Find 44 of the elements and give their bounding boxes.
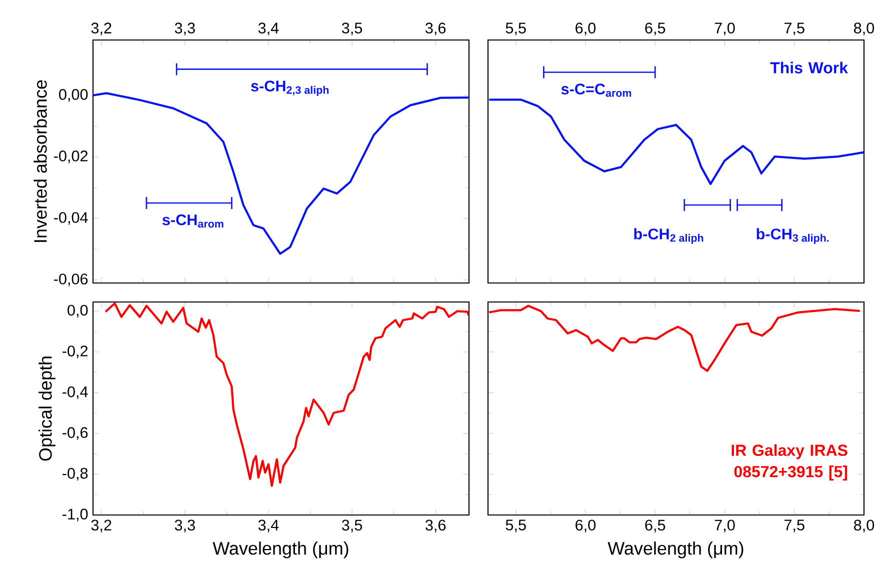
x-axis-title: Wavelength (μm) bbox=[212, 542, 348, 558]
x-tick-label: 3,5 bbox=[342, 520, 362, 532]
line-series bbox=[104, 302, 469, 487]
y-tick-label: -0,4 bbox=[62, 386, 88, 400]
x-tick-label: 3,3 bbox=[174, 22, 195, 36]
x-tick-label: 3,4 bbox=[258, 520, 279, 532]
y-tick-label: -0,02 bbox=[54, 150, 88, 164]
x-tick-label: 7,0 bbox=[714, 22, 735, 36]
y-tick-label: -1,0 bbox=[62, 508, 88, 522]
x-tick-label: 3,3 bbox=[174, 520, 195, 532]
x-tick-label: 6,0 bbox=[576, 520, 596, 532]
annotation: IR Galaxy IRAS 08572+3915 [5] bbox=[732, 444, 848, 480]
x-tick-label: 8,0 bbox=[854, 22, 874, 36]
x-tick-label: 6,5 bbox=[645, 520, 666, 532]
y-tick-label: -0,8 bbox=[62, 468, 88, 481]
y-tick-label: 0,00 bbox=[59, 89, 88, 102]
x-tick-label: 7,0 bbox=[714, 520, 735, 532]
annotation: s-CH$_{2,3 aliph}$ bbox=[251, 80, 329, 96]
x-tick-label: 3,2 bbox=[91, 520, 112, 532]
annotation: This Work bbox=[770, 62, 848, 74]
y-axis-title: Optical depth bbox=[38, 356, 56, 461]
x-tick-label: 7,5 bbox=[784, 520, 804, 532]
x-tick-label: 3,6 bbox=[426, 22, 446, 36]
x-tick-label: 5,5 bbox=[506, 520, 526, 532]
y-tick-label: 0,0 bbox=[68, 304, 88, 318]
x-tick-label: 3,6 bbox=[426, 520, 446, 532]
y-tick-label: -0,06 bbox=[54, 274, 88, 286]
x-tick-label: 3,4 bbox=[258, 22, 279, 36]
x-tick-label: 5,5 bbox=[506, 22, 526, 36]
x-tick-label: 3,2 bbox=[91, 22, 112, 36]
x-tick-label: 6,5 bbox=[645, 22, 666, 36]
y-tick-label: -0,2 bbox=[62, 346, 88, 358]
y-tick-label: -0,04 bbox=[54, 212, 88, 225]
x-tick-label: 8,0 bbox=[854, 520, 874, 532]
x-tick-label: 7,5 bbox=[784, 22, 804, 36]
annotation: b-CH$_{3 aliph.}$ bbox=[756, 228, 829, 244]
x-tick-label: 3,5 bbox=[342, 22, 362, 36]
y-axis-title: Inverted absorbance bbox=[34, 80, 47, 242]
annotation: s-C=C$_{arom}$ bbox=[561, 84, 632, 97]
x-tick-label: 6,0 bbox=[576, 22, 596, 36]
annotation: b-CH$_{2 aliph}$ bbox=[634, 228, 704, 244]
x-axis-title: Wavelength (μm) bbox=[608, 542, 744, 558]
annotation: s-CH$_{arom}$ bbox=[162, 214, 224, 228]
y-tick-label: -0,6 bbox=[62, 427, 88, 440]
